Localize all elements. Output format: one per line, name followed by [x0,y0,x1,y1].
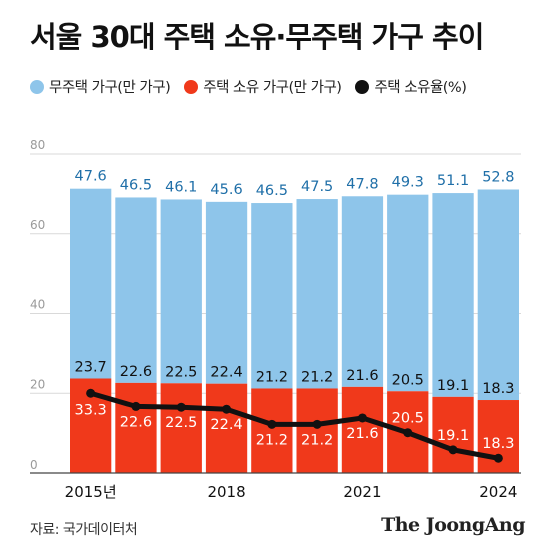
bar-owner [432,396,474,473]
data-label-non-owner: 46.5 [256,183,288,199]
rate-point [86,388,96,398]
rate-point [131,401,141,411]
data-label-non-owner: 46.1 [165,179,197,195]
data-label-owner: 22.4 [210,365,242,381]
rate-point [448,445,458,455]
data-label-rate: 22.6 [120,414,152,430]
data-label-non-owner: 47.6 [75,169,107,185]
data-label-rate: 21.6 [346,426,378,442]
rate-point [403,428,413,438]
legend-item-non-owner: 무주택 가구(만 가구) [30,76,171,97]
rate-point [176,402,186,412]
data-label-rate: 22.4 [210,417,242,433]
data-label-non-owner: 46.5 [120,177,152,193]
chart-title: 서울 30대 주택 소유·무주택 가구 추이 [30,20,484,54]
rate-point [312,419,322,429]
data-label-rate: 33.3 [75,402,107,418]
legend-label-owner: 주택 소유 가구(만 가구) [203,80,342,96]
rate-point [357,413,367,423]
black-circle-icon [355,79,370,94]
data-label-owner: 23.7 [75,359,107,375]
data-label-owner: 21.2 [256,369,288,385]
data-label-owner: 22.5 [165,364,197,380]
legend-label-non-owner: 무주택 가구(만 가구) [49,80,171,96]
bar-owner [341,386,384,473]
rate-point [493,453,503,463]
y-tick-label: 0 [30,458,38,472]
bar-non-owner [341,196,384,387]
y-tick-label: 60 [30,218,45,232]
bar-owner [160,383,202,473]
data-label-owner: 21.6 [346,368,378,384]
data-label-non-owner: 47.8 [346,176,378,192]
bar-owner [115,382,157,473]
bar-non-owner [432,193,474,397]
data-label-non-owner: 49.3 [392,175,424,191]
bar-non-owner [160,199,202,384]
data-label-rate: 18.3 [482,436,514,452]
y-tick-label: 80 [30,138,45,152]
rate-line [89,390,499,461]
bar-non-owner [70,188,112,379]
data-label-owner: 22.6 [120,364,152,380]
bar-non-owner [205,201,248,384]
data-label-owner: 21.2 [301,369,333,385]
legend-label-rate: 주택 소유율(%) [374,80,467,96]
data-label-owner: 20.5 [392,372,424,388]
red-circle-icon [184,79,199,94]
rate-point [222,404,232,414]
legend: 무주택 가구(만 가구) 주택 소유 가구(만 가구) 주택 소유율(%) [30,76,467,97]
data-label-rate: 22.5 [165,415,197,431]
data-label-non-owner: 51.1 [437,173,469,189]
bar-non-owner [296,199,338,389]
data-label-rate: 19.1 [437,428,469,444]
y-tick-label: 20 [30,377,45,391]
data-label-owner: 19.1 [437,378,469,394]
x-tick-label: 2018 [207,483,245,501]
bar-owner [251,388,293,473]
data-label-owner: 18.3 [482,381,514,397]
rate-point [267,419,277,429]
legend-item-rate: 주택 소유율(%) [355,76,467,97]
source-note: 자료: 국가데이터처 [30,522,138,538]
data-label-non-owner: 47.5 [301,179,333,195]
brand-logo: The JoongAng [381,514,525,536]
x-tick-label: 2024 [479,483,517,501]
x-tick-label: 2021 [343,483,381,501]
data-label-rate: 20.5 [392,411,424,427]
data-label-rate: 21.2 [256,432,288,448]
bar-non-owner [477,189,519,401]
data-label-non-owner: 45.6 [210,182,242,198]
data-label-rate: 21.2 [301,432,333,448]
bar-non-owner [387,194,429,392]
y-tick-label: 40 [30,298,45,312]
bar-owner [205,383,248,473]
data-label-non-owner: 52.8 [482,169,514,185]
bar-owner [296,388,338,473]
bar-non-owner [115,197,157,383]
bar-non-owner [251,203,293,389]
light-blue-circle-icon [30,79,44,94]
legend-item-owner: 주택 소유 가구(만 가구) [184,76,342,97]
x-tick-label: 2015년 [65,483,117,501]
